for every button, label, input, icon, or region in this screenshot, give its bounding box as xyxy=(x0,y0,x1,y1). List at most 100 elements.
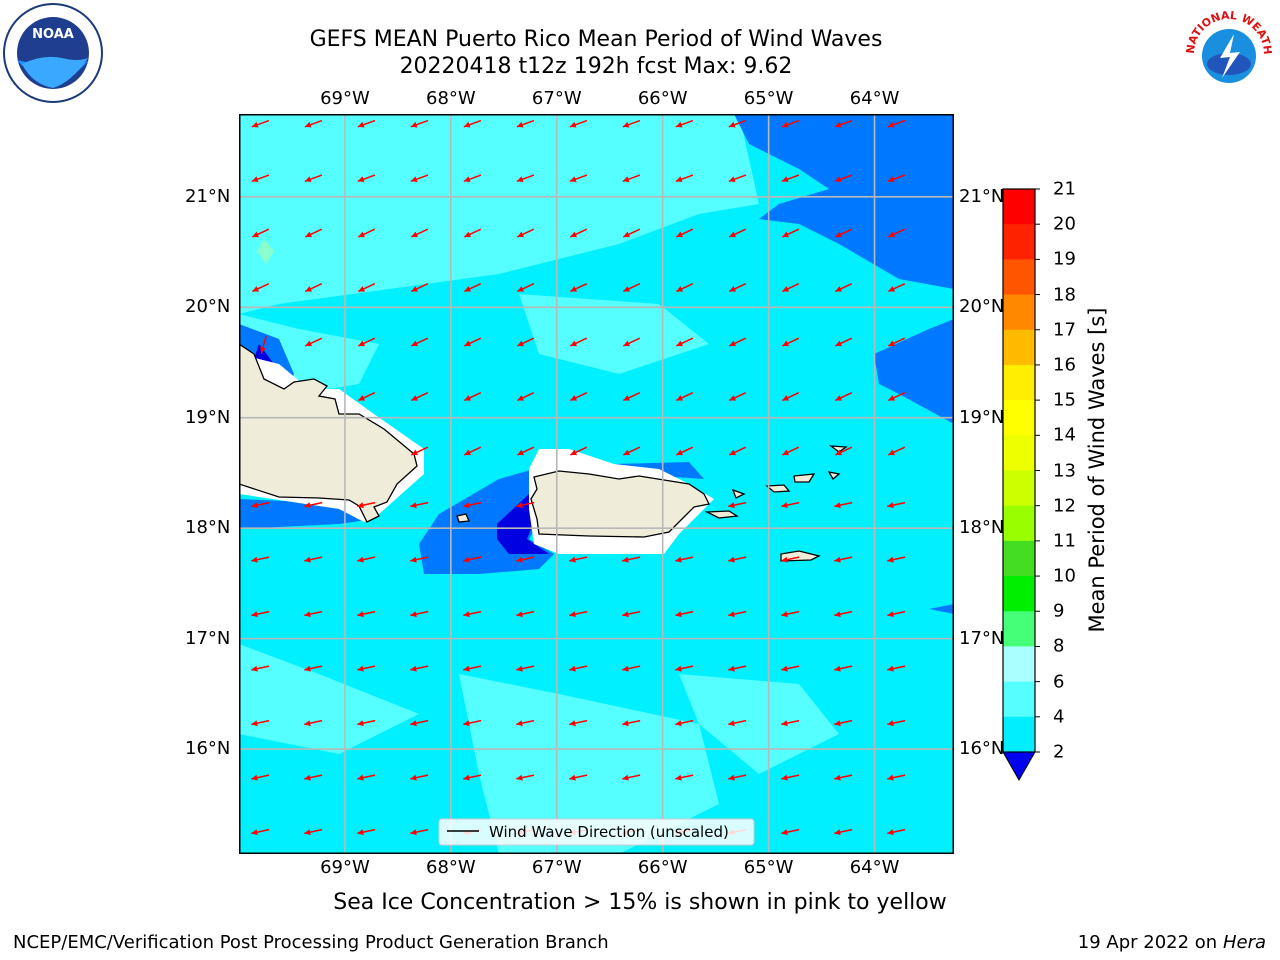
wind-wave-arrow xyxy=(569,119,588,128)
latitude-label: 16°N xyxy=(959,738,1005,760)
colorbar-tick-label: 20 xyxy=(1053,213,1076,235)
latitude-label: 17°N xyxy=(959,627,1005,649)
wind-wave-arrow xyxy=(834,337,853,347)
longitude-label: 69°W xyxy=(320,88,370,109)
wind-wave-arrow xyxy=(569,556,588,563)
wind-wave-arrow xyxy=(569,774,588,781)
wind-wave-arrow xyxy=(410,610,429,618)
wind-wave-arrow xyxy=(463,337,482,347)
sea-ice-note: Sea Ice Concentration > 15% is shown in … xyxy=(333,890,947,915)
wind-wave-arrow xyxy=(304,501,323,509)
wind-wave-arrow xyxy=(357,774,376,781)
wind-wave-arrow xyxy=(675,392,694,402)
wind-wave-arrow xyxy=(357,610,376,618)
wind-wave-arrow xyxy=(463,392,482,402)
wind-wave-arrow xyxy=(728,665,747,672)
wind-wave-arrow xyxy=(251,719,270,727)
latitude-label: 18°N xyxy=(185,517,231,539)
wind-wave-arrow xyxy=(622,774,641,781)
wind-wave-arrow xyxy=(516,228,535,238)
colorbar-tick-label: 14 xyxy=(1053,424,1076,446)
wind-wave-arrow xyxy=(675,719,694,727)
colorbar-tick-label: 4 xyxy=(1053,706,1065,728)
wind-wave-arrow xyxy=(781,337,800,347)
wind-wave-arrow xyxy=(304,610,323,618)
wind-wave-arrow xyxy=(516,119,535,128)
wind-wave-arrow xyxy=(304,828,323,836)
latitude-label: 21°N xyxy=(185,185,231,207)
latitude-label: 18°N xyxy=(959,517,1005,539)
wind-wave-arrow xyxy=(357,228,376,238)
wind-wave-arrow xyxy=(304,228,323,238)
colorbar-tick-label: 10 xyxy=(1053,565,1076,587)
wind-wave-arrow xyxy=(887,337,906,347)
longitude-label: 64°W xyxy=(849,857,900,878)
wind-wave-arrow xyxy=(251,501,270,509)
wind-wave-arrow xyxy=(410,828,429,836)
colorbar-band xyxy=(1003,681,1035,718)
wind-wave-arrow xyxy=(834,446,853,456)
map-legend: Wind Wave Direction (unscaled) xyxy=(438,818,755,846)
colorbar-tick-label: 18 xyxy=(1053,284,1076,306)
wind-wave-arrow xyxy=(834,774,853,781)
wind-wave-arrow xyxy=(887,283,906,293)
wind-wave-arrow xyxy=(357,556,376,563)
wind-wave-arrow xyxy=(622,392,641,402)
wind-wave-arrow xyxy=(569,446,588,456)
wind-wave-arrow xyxy=(569,337,588,347)
wind-wave-arrow xyxy=(781,828,800,836)
colorbar-band xyxy=(1003,646,1035,683)
wind-wave-arrow xyxy=(887,719,906,727)
wind-wave-arrow xyxy=(463,283,482,293)
wind-wave-arrow xyxy=(622,446,641,456)
wind-wave-arrow xyxy=(781,119,800,128)
wind-wave-arrow xyxy=(781,665,800,672)
wind-wave-arrow xyxy=(304,719,323,727)
wind-wave-arrow xyxy=(410,501,429,509)
wind-wave-arrow xyxy=(887,392,906,402)
wind-wave-arrow xyxy=(304,774,323,781)
wind-wave-arrow xyxy=(622,119,641,128)
colorbar-band xyxy=(1003,294,1035,331)
wind-wave-arrow xyxy=(887,774,906,781)
wind-wave-arrow xyxy=(251,665,270,672)
wind-wave-arrow xyxy=(781,610,800,618)
wind-wave-arrow xyxy=(781,174,800,183)
wind-wave-arrow xyxy=(357,719,376,727)
wind-wave-arrow xyxy=(463,228,482,238)
wind-wave-arrow xyxy=(304,174,323,183)
colorbar-tick-label: 17 xyxy=(1053,319,1076,341)
wind-wave-arrow xyxy=(622,228,641,238)
colorbar-tick-label: 21 xyxy=(1053,178,1076,200)
longitude-label: 65°W xyxy=(743,857,794,878)
wind-wave-arrow xyxy=(728,446,747,456)
longitude-label: 65°W xyxy=(743,88,794,109)
longitude-label: 68°W xyxy=(425,857,476,878)
colorbar-tick-label: 11 xyxy=(1053,530,1076,552)
colorbar-band xyxy=(1003,716,1035,753)
colorbar-band xyxy=(1003,540,1035,577)
colorbar-band xyxy=(1003,435,1035,471)
longitude-label: 66°W xyxy=(637,88,688,109)
latitude-label: 20°N xyxy=(959,296,1005,318)
wind-wave-arrow xyxy=(251,119,270,128)
wind-wave-arrow xyxy=(622,174,641,183)
latitude-label: 19°N xyxy=(959,406,1005,428)
wind-wave-arrow xyxy=(675,610,694,618)
wind-wave-arrow xyxy=(781,283,800,293)
wind-wave-arrow xyxy=(834,719,853,727)
colorbar-band xyxy=(1003,364,1035,401)
wind-wave-arrow xyxy=(675,556,694,563)
wind-wave-arrow xyxy=(728,337,747,347)
colorbar xyxy=(1002,188,1040,782)
wind-wave-arrow xyxy=(357,665,376,672)
wind-wave-arrow xyxy=(622,719,641,727)
noaa-logo: NOAA xyxy=(3,3,103,103)
colorbar-under-triangle xyxy=(1002,751,1036,782)
wind-wave-arrow xyxy=(834,556,853,563)
wind-wave-arrow xyxy=(410,556,429,563)
wind-wave-arrow xyxy=(728,556,747,563)
wind-wave-arrow xyxy=(410,392,429,402)
colorbar-tick-label: 6 xyxy=(1053,671,1065,693)
wind-wave-arrow xyxy=(251,283,270,293)
